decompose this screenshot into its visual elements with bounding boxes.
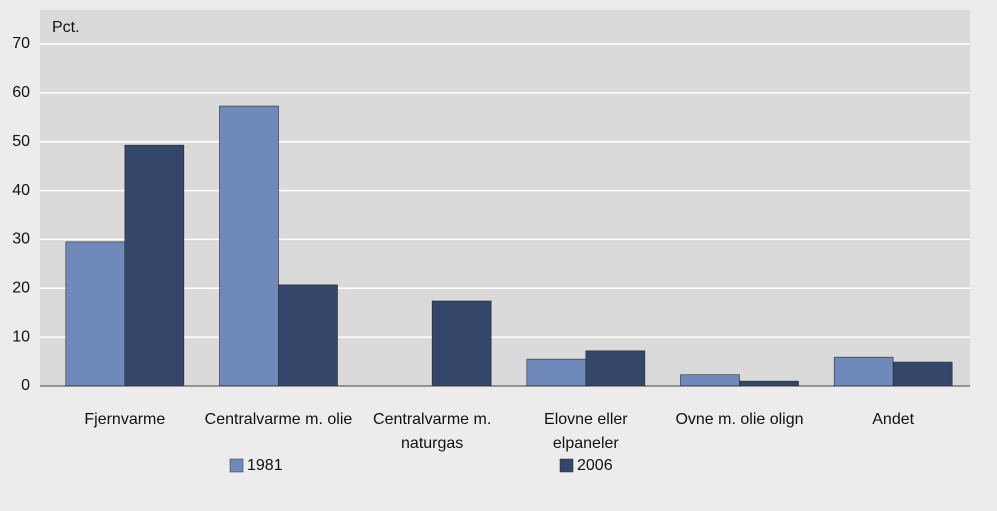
y-tick-label: 70: [12, 35, 30, 52]
bar: [278, 284, 338, 387]
y-tick-label: 30: [12, 231, 30, 248]
bar: [526, 358, 587, 387]
x-tick-label: Ovne m. olie olign: [675, 411, 804, 428]
bar: [65, 241, 126, 387]
y-tick-label: 10: [12, 328, 30, 345]
y-tick-label: 50: [12, 133, 30, 150]
legend-label: 1981: [247, 457, 283, 474]
bar: [833, 356, 894, 387]
plot-area: [40, 10, 970, 386]
legend-swatch: [559, 458, 574, 473]
legend-swatch: [229, 458, 244, 473]
bar: [892, 361, 953, 387]
y-axis-label: Pct.: [52, 19, 80, 36]
y-tick-label: 0: [21, 377, 30, 394]
bar: [124, 144, 185, 387]
y-tick-label: 40: [12, 182, 30, 199]
x-tick-label: Fjernvarme: [84, 411, 166, 428]
legend-label: 2006: [577, 457, 613, 474]
x-tick-label: Andet: [872, 411, 915, 428]
x-tick-label: Centralvarme m. olie: [204, 411, 353, 428]
x-tick-label: Elovne eller elpaneler: [544, 411, 628, 452]
bar: [585, 350, 646, 387]
bar: [431, 300, 492, 387]
bar: [219, 105, 279, 387]
y-tick-label: 20: [12, 280, 30, 297]
y-tick-label: 60: [12, 84, 30, 101]
x-tick-label: Centralvarme m. naturgas: [373, 411, 492, 452]
bar: [739, 380, 799, 387]
bar: [680, 374, 740, 387]
